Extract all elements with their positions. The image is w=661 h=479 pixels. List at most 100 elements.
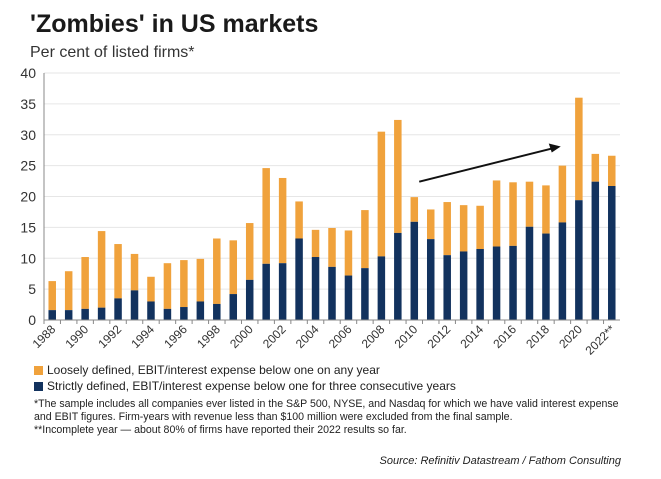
footnote-sample: *The sample includes all companies ever … [34,398,619,423]
bar-strict [426,239,435,320]
bar-strict [361,268,369,320]
trend-arrow-line [418,147,553,183]
bar-strict [328,266,336,320]
y-tick-label: 25 [20,158,36,174]
x-tick-label: 2008 [359,322,388,351]
bar-loose [509,182,517,246]
footnotes: *The sample includes all companies ever … [34,398,634,437]
bar-strict [410,221,419,320]
bar-loose [608,155,616,187]
bar-strict [229,294,238,320]
x-tick-label: 1992 [95,322,124,351]
bar-loose [591,153,600,182]
bar-loose [525,181,534,227]
bar-strict [262,263,270,320]
bar-loose [443,202,451,256]
bar-loose [147,276,155,302]
x-tick-label: 2014 [457,322,486,351]
bar-loose [213,238,221,304]
chart-subtitle: Per cent of listed firms* [30,44,195,61]
bar-loose [163,263,172,309]
bar-loose [377,131,386,257]
bar-strict [213,303,221,320]
bar-strict [394,232,402,320]
bar-loose [245,223,254,280]
bar-strict [295,238,303,320]
source-note: Source: Refinitiv Datastream / Fathom Co… [379,455,622,467]
x-tick-label: 2018 [523,322,552,351]
x-tick-label: 2016 [490,322,519,351]
bar-strict [377,256,386,320]
bar-strict [196,301,205,320]
x-tick-label: 2004 [293,322,322,351]
y-tick-label: 15 [20,219,36,235]
bar-loose [311,229,320,258]
x-tick-label: 2012 [425,322,454,351]
bar-strict [525,226,534,320]
bar-loose [196,258,205,302]
bar-loose [492,180,501,247]
bar-strict [443,255,451,320]
bar-strict [180,307,188,320]
bar-strict [114,298,122,320]
bar-loose [394,119,402,233]
bar-loose [476,205,484,249]
bar-loose [180,260,188,308]
bar-strict [130,290,139,320]
y-tick-label: 35 [20,96,36,112]
bar-strict [591,181,600,320]
bar-loose [542,185,550,234]
bar-loose [328,227,336,267]
x-tick-label: 2022** [583,322,619,358]
bar-loose [262,168,270,264]
bar-loose [426,209,435,240]
bar-strict [81,308,89,320]
bar-strict [575,200,583,320]
bar-loose [48,281,56,311]
x-tick-label: 2010 [392,322,421,351]
y-tick-label: 5 [28,281,36,297]
bar-loose [81,257,89,309]
footnote-incomplete: **Incomplete year — about 80% of firms h… [34,424,407,436]
legend-item-strict: Strictly defined, EBIT/interest expense … [34,379,456,393]
bar-loose [344,230,353,276]
trend-arrow-head [548,143,561,153]
bar-loose [130,253,139,291]
bar-loose [97,231,106,308]
bar-loose [361,210,369,269]
bar-strict [278,263,287,320]
legend-item-loose: Loosely defined, EBIT/interest expense b… [34,363,380,377]
legend-swatch-strict [34,381,43,391]
y-tick-label: 30 [20,127,36,143]
y-tick-label: 0 [28,312,36,328]
bar-strict [311,257,320,320]
bar-strict [558,222,567,320]
bar-loose [459,205,468,252]
y-tick-label: 40 [20,65,36,81]
bar-loose [558,165,567,223]
bar-strict [163,308,172,320]
x-tick-label: 1990 [62,322,91,351]
bar-loose [575,97,583,201]
legend-label-loose: Loosely defined, EBIT/interest expense b… [47,363,380,377]
legend-swatch-loose [34,365,43,375]
bar-strict [542,233,550,320]
bar-loose [278,177,287,264]
bar-strict [509,245,517,320]
bar-loose [64,271,73,311]
bar-loose [295,201,303,239]
legend-label-strict: Strictly defined, EBIT/interest expense … [47,379,456,393]
x-tick-label: 1998 [194,322,223,351]
bar-strict [344,275,353,320]
x-tick-label: 2002 [260,322,289,351]
bar-strict [492,246,501,320]
bar-loose [229,240,238,295]
x-tick-label: 1996 [161,322,190,351]
bar-strict [245,279,254,320]
bar-strict [147,301,155,320]
bar-loose [410,197,419,222]
x-tick-label: 2000 [227,322,256,351]
x-tick-label: 1994 [128,322,157,351]
bar-strict [459,251,468,320]
